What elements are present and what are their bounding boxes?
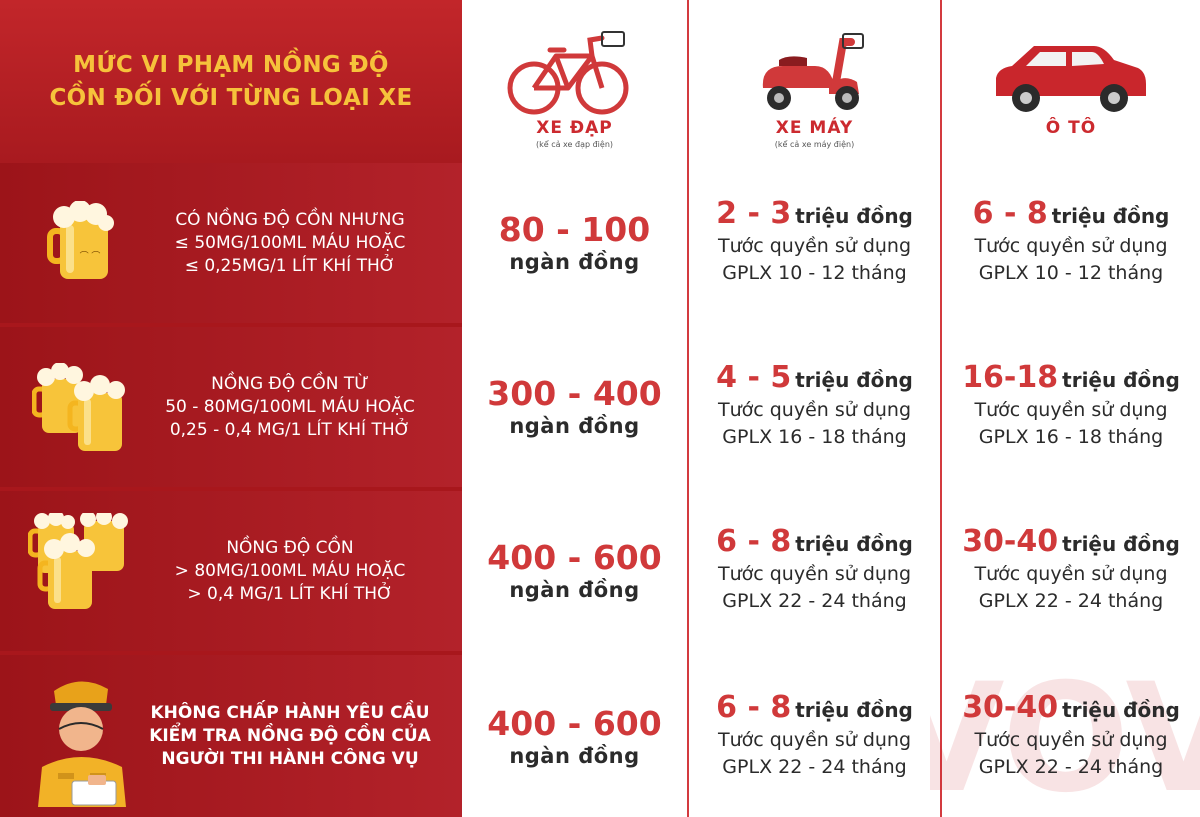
title-block: MỨC VI PHẠM NỒNG ĐỘ CỒN ĐỐI VỚI TỪNG LOẠ… [0,0,462,163]
condition-text: NỒNG ĐỘ CỒN TỪ 50 - 80MG/100ML MÁU HOẶC … [165,373,415,440]
bicycle-icon [506,28,630,122]
vehicle-header-car: Ô TÔ [942,0,1200,163]
bicycle-fine-row-4: 400 - 600 ngàn đồng [487,704,662,769]
two-beer-mugs-icon [31,362,132,459]
condition-text: CÓ NỒNG ĐỘ CỒN NHƯNG ≤ 50MG/100ML MÁU HO… [174,209,406,276]
column-divider [687,0,689,817]
vov-watermark: VOV [888,650,1200,817]
condition-text: NỒNG ĐỘ CỒN > 80MG/100ML MÁU HOẶC > 0,4 … [174,537,406,604]
car-icon [990,40,1150,120]
bicycle-fine-row-3: 400 - 600 ngàn đồng [487,538,662,603]
infographic-title: MỨC VI PHẠM NỒNG ĐỘ CỒN ĐỐI VỚI TỪNG LOẠ… [50,49,413,115]
beer-mug-icon: ⌒ ⌒ [46,200,118,287]
traffic-police-icon [28,677,134,811]
condition-row-2: NỒNG ĐỘ CỒN TỪ 50 - 80MG/100ML MÁU HOẶC … [0,327,462,487]
column-divider [940,0,942,817]
motorbike-fine-row-1: 2 - 3 triệu đồng Tước quyền sử dụng GPLX … [716,196,913,285]
motorbike-icon [755,32,867,120]
car-fine-row-3: 30-40 triệu đồng Tước quyền sử dụng GPLX … [962,524,1180,613]
car-fine-row-2: 16-18 triệu đồng Tước quyền sử dụng GPLX … [962,360,1180,449]
vehicle-name: XE MÁY [775,118,854,138]
motorbike-fine-row-3: 6 - 8 triệu đồng Tước quyền sử dụng GPLX … [716,524,913,613]
car-fine-row-1: 6 - 8 triệu đồng Tước quyền sử dụng GPLX … [972,196,1170,285]
vehicle-name: XE ĐẠP [536,118,613,138]
bicycle-fine-row-1: 80 - 100 ngàn đồng [498,210,651,275]
motorbike-fine-row-2: 4 - 5 triệu đồng Tước quyền sử dụng GPLX … [716,360,913,449]
title-line-2: CỒN ĐỐI VỚI TỪNG LOẠI XE [49,84,413,111]
vehicle-name: Ô TÔ [1045,118,1097,138]
condition-row-3: NỒNG ĐỘ CỒN > 80MG/100ML MÁU HOẶC > 0,4 … [0,491,462,651]
condition-row-1: ⌒ ⌒ CÓ NỒNG ĐỘ CỒN NHƯNG ≤ 50MG/100ML MÁ… [0,163,462,323]
car-fine-row-4: 30-40 triệu đồng Tước quyền sử dụng GPLX … [962,690,1180,779]
vehicle-header-motorbike: XE MÁY (kể cả xe máy điện) [689,0,940,163]
svg-text:⌒ ⌒: ⌒ ⌒ [80,251,101,262]
vehicle-header-bicycle: XE ĐẠP (kể cả xe đạp điện) [462,0,687,163]
vehicle-note: (kể cả xe máy điện) [774,140,855,149]
condition-row-4: KHÔNG CHẤP HÀNH YÊU CẦU KIỂM TRA NỒNG ĐỘ… [0,655,462,817]
title-line-1: MỨC VI PHẠM NỒNG ĐỘ [73,51,389,78]
motorbike-fine-row-4: 6 - 8 triệu đồng Tước quyền sử dụng GPLX … [716,690,913,779]
vehicle-note: (kể cả xe đạp điện) [535,140,614,149]
svg-text:VOV: VOV [930,652,1200,817]
bicycle-fine-row-2: 300 - 400 ngàn đồng [487,374,662,439]
condition-text: KHÔNG CHẤP HÀNH YÊU CẦU KIỂM TRA NỒNG ĐỘ… [149,702,431,769]
three-beer-mugs-icon [27,509,136,617]
